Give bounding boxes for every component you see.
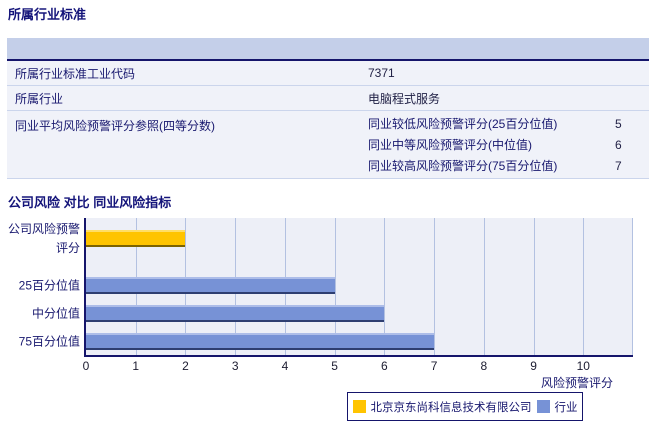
chart-legend: 北京京东尚科信息技术有限公司 行业 [347, 392, 583, 421]
legend-swatch [536, 400, 550, 413]
gridline [534, 218, 535, 355]
x-axis-tick: 0 [82, 359, 90, 373]
row-value: 7371 [368, 66, 395, 80]
chart-bar [86, 277, 335, 294]
risk-compare-title: 公司风险 对比 同业风险指标 [8, 195, 172, 210]
legend-item-label: 行业 [554, 401, 578, 414]
gridline [583, 218, 584, 355]
peer-subtable: 同业较低风险预警评分(25百分位值) 5 同业中等风险预警评分(中位值) 6 同… [368, 111, 649, 178]
industry-table: 所属行业标准工业代码 7371 所属行业 电脑程式服务 同业平均风险预警评分参照… [7, 38, 649, 179]
x-axis-tick: 6 [381, 359, 388, 373]
x-axis-tick: 5 [331, 359, 338, 373]
row-value: 电脑程式服务 [368, 91, 441, 106]
row-label: 所属行业 [15, 91, 64, 106]
gridline [335, 218, 336, 355]
chart-plot-area [84, 218, 633, 357]
x-axis-tick: 7 [430, 359, 438, 373]
subrow-value: 7 [615, 158, 622, 173]
gridline [632, 218, 633, 355]
gridline [484, 218, 485, 355]
industry-standards-title: 所属行业标准 [8, 7, 87, 22]
page: 所属行业标准 所属行业标准工业代码 7371 所属行业 电脑程式服务 同业平均风… [0, 7, 656, 424]
y-axis-label: 25百分位值 [18, 278, 80, 292]
subrow-label: 同业较低风险预警评分(25百分位值) [368, 117, 558, 131]
table-row: 所属行业 电脑程式服务 [7, 86, 649, 111]
peer-subrow: 同业中等风险预警评分(中位值) 6 [368, 134, 649, 155]
y-axis-label: 75百分位值 [18, 334, 80, 348]
subrow-label: 同业较高风险预警评分(75百分位值) [368, 159, 558, 173]
row-label: 所属行业标准工业代码 [15, 66, 136, 81]
gridline [434, 218, 435, 355]
legend-swatch [352, 400, 366, 413]
gridline [384, 218, 385, 355]
risk-bar-chart: 公司风险预警评分 25百分位值中分位值 75百分位值 0 1 2 3 4 5 6 7 8 9 10 风险… [0, 218, 656, 424]
legend-item-label: 北京京东尚科信息技术有限公司 [370, 401, 532, 414]
x-axis-title: 风险预警评分 [540, 376, 613, 390]
x-axis-tick: 3 [231, 359, 239, 373]
industry-table-header-band [7, 38, 649, 61]
chart-bar [86, 333, 434, 350]
x-axis-tick: 4 [281, 359, 289, 373]
table-row: 所属行业标准工业代码 7371 [7, 61, 649, 86]
chart-bar [86, 230, 185, 247]
subrow-value: 5 [615, 116, 622, 131]
row-label: 同业平均风险预警评分参照(四等分数) [15, 119, 215, 133]
x-axis-tick: 9 [530, 359, 537, 373]
x-axis-tick: 1 [132, 359, 140, 373]
y-axis-label: 公司风险预警评分 [7, 221, 80, 255]
chart-bar [86, 305, 384, 322]
table-row-peer-reference: 同业平均风险预警评分参照(四等分数) 同业较低风险预警评分(25百分位值) 5 … [7, 111, 649, 179]
y-axis-label: 中分位值 [31, 306, 80, 320]
subrow-label: 同业中等风险预警评分(中位值) [368, 138, 532, 152]
subrow-value: 6 [615, 137, 622, 152]
peer-subrow: 同业较高风险预警评分(75百分位值) 7 [368, 155, 649, 176]
x-axis-tick: 10 [576, 359, 590, 373]
x-axis-tick: 8 [480, 359, 488, 373]
x-axis-tick: 2 [182, 359, 189, 373]
peer-subrow: 同业较低风险预警评分(25百分位值) 5 [368, 113, 649, 134]
